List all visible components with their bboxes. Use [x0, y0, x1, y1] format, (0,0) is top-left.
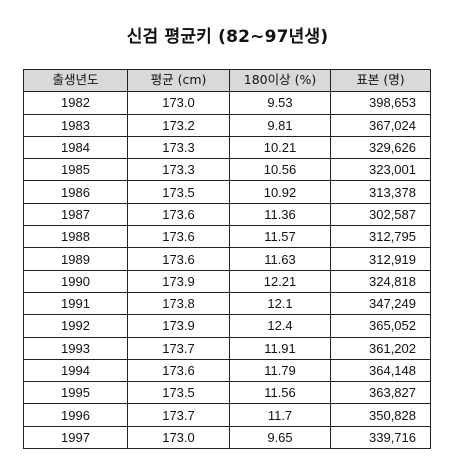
cell-over-180-percent: 9.53	[229, 91, 331, 115]
cell-average-height: 173.9	[127, 269, 230, 293]
table-row: 1993 173.7 11.91 361,202	[23, 336, 431, 360]
cell-birth-year: 1989	[23, 247, 128, 271]
cell-over-180-percent: 12.4	[229, 314, 331, 338]
header-row: 출생년도 평균 (cm) 180이상 (%) 표본 (명)	[23, 68, 431, 93]
cell-birth-year: 1992	[23, 314, 128, 338]
table-row: 1994 173.6 11.79 364,148	[23, 358, 431, 383]
cell-average-height: 173.0	[127, 91, 230, 115]
table-row: 1997 173.0 9.65 339,716	[23, 425, 431, 450]
cell-over-180-percent: 12.1	[229, 291, 331, 316]
header-over-180-percent: 180이상 (%)	[229, 68, 331, 93]
cell-sample-size: 313,378	[330, 180, 431, 204]
cell-sample-size: 312,919	[330, 247, 431, 271]
header-average-height: 평균 (cm)	[127, 68, 230, 93]
cell-average-height: 173.6	[127, 202, 230, 227]
cell-average-height: 173.9	[127, 314, 230, 338]
cell-sample-size: 329,626	[330, 135, 431, 160]
cell-birth-year: 1996	[23, 403, 128, 427]
cell-birth-year: 1986	[23, 180, 128, 204]
table-row: 1989 173.6 11.63 312,919	[23, 247, 431, 271]
cell-over-180-percent: 9.65	[229, 425, 331, 450]
table-row: 1991 173.8 12.1 347,249	[23, 291, 431, 316]
cell-average-height: 173.6	[127, 247, 230, 271]
table-row: 1984 173.3 10.21 329,626	[23, 135, 431, 160]
cell-sample-size: 324,818	[330, 269, 431, 293]
cell-sample-size: 312,795	[330, 225, 431, 249]
table-row: 1983 173.2 9.81 367,024	[23, 113, 431, 137]
table-row: 1995 173.5 11.56 363,827	[23, 381, 431, 405]
cell-sample-size: 365,052	[330, 314, 431, 338]
header-sample-size: 표본 (명)	[330, 68, 431, 93]
cell-sample-size: 350,828	[330, 403, 431, 427]
cell-average-height: 173.2	[127, 113, 230, 137]
cell-birth-year: 1982	[23, 91, 128, 115]
cell-sample-size: 364,148	[330, 358, 431, 383]
page-title: 신검 평균키 (82~97년생)	[126, 27, 329, 47]
cell-over-180-percent: 9.81	[229, 113, 331, 137]
table-row: 1987 173.6 11.36 302,587	[23, 202, 431, 227]
cell-average-height: 173.7	[127, 336, 230, 360]
cell-over-180-percent: 12.21	[229, 269, 331, 293]
cell-sample-size: 339,716	[330, 425, 431, 450]
table-row: 1985 173.3 10.56 323,001	[23, 158, 431, 182]
table-row: 1982 173.0 9.53 398,653	[23, 91, 431, 115]
cell-average-height: 173.8	[127, 291, 230, 316]
cell-birth-year: 1985	[23, 158, 128, 182]
cell-average-height: 173.6	[127, 225, 230, 249]
height-table: 출생년도 평균 (cm) 180이상 (%) 표본 (명) 1982 173.0 9…	[23, 68, 431, 450]
cell-over-180-percent: 11.79	[229, 358, 331, 383]
cell-over-180-percent: 10.92	[229, 180, 331, 204]
table-row: 1988 173.6 11.57 312,795	[23, 225, 431, 249]
cell-sample-size: 361,202	[330, 336, 431, 360]
cell-birth-year: 1995	[23, 381, 128, 405]
cell-sample-size: 367,024	[330, 113, 431, 137]
cell-birth-year: 1997	[23, 425, 128, 450]
table-row: 1992 173.9 12.4 365,052	[23, 314, 431, 338]
cell-birth-year: 1984	[23, 135, 128, 160]
cell-birth-year: 1990	[23, 269, 128, 293]
cell-over-180-percent: 11.57	[229, 225, 331, 249]
cell-sample-size: 302,587	[330, 202, 431, 227]
cell-over-180-percent: 10.56	[229, 158, 331, 182]
table-row: 1986 173.5 10.92 313,378	[23, 180, 431, 204]
cell-over-180-percent: 10.21	[229, 135, 331, 160]
cell-over-180-percent: 11.36	[229, 202, 331, 227]
cell-birth-year: 1991	[23, 291, 128, 316]
header-birth-year: 출생년도	[23, 68, 128, 93]
cell-over-180-percent: 11.63	[229, 247, 331, 271]
cell-average-height: 173.3	[127, 158, 230, 182]
cell-sample-size: 398,653	[330, 91, 431, 115]
table-row: 1996 173.7 11.7 350,828	[23, 403, 431, 427]
cell-over-180-percent: 11.56	[229, 381, 331, 405]
cell-birth-year: 1994	[23, 358, 128, 383]
cell-birth-year: 1987	[23, 202, 128, 227]
cell-birth-year: 1983	[23, 113, 128, 137]
cell-average-height: 173.7	[127, 403, 230, 427]
cell-over-180-percent: 11.91	[229, 336, 331, 360]
table-body: 1982 173.0 9.53 398,653 1983 173.2 9.81 367,024…	[23, 91, 431, 450]
cell-average-height: 173.5	[127, 180, 230, 204]
cell-sample-size: 347,249	[330, 291, 431, 316]
cell-average-height: 173.6	[127, 358, 230, 383]
cell-birth-year: 1993	[23, 336, 128, 360]
cell-average-height: 173.0	[127, 425, 230, 450]
cell-sample-size: 363,827	[330, 381, 431, 405]
table-row: 1990 173.9 12.21 324,818	[23, 269, 431, 293]
cell-average-height: 173.3	[127, 135, 230, 160]
cell-average-height: 173.5	[127, 381, 230, 405]
cell-sample-size: 323,001	[330, 158, 431, 182]
cell-over-180-percent: 11.7	[229, 403, 331, 427]
cell-birth-year: 1988	[23, 225, 128, 249]
